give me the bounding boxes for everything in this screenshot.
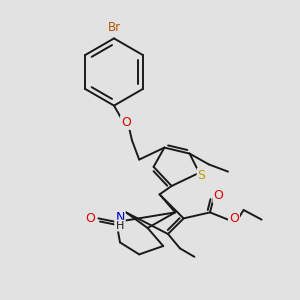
Text: O: O bbox=[85, 212, 95, 225]
Text: N: N bbox=[115, 211, 125, 224]
Text: O: O bbox=[229, 212, 239, 225]
Text: H: H bbox=[116, 220, 124, 231]
Text: O: O bbox=[121, 116, 131, 129]
Text: O: O bbox=[214, 189, 223, 202]
Text: Br: Br bbox=[107, 21, 121, 34]
Text: S: S bbox=[198, 169, 206, 182]
